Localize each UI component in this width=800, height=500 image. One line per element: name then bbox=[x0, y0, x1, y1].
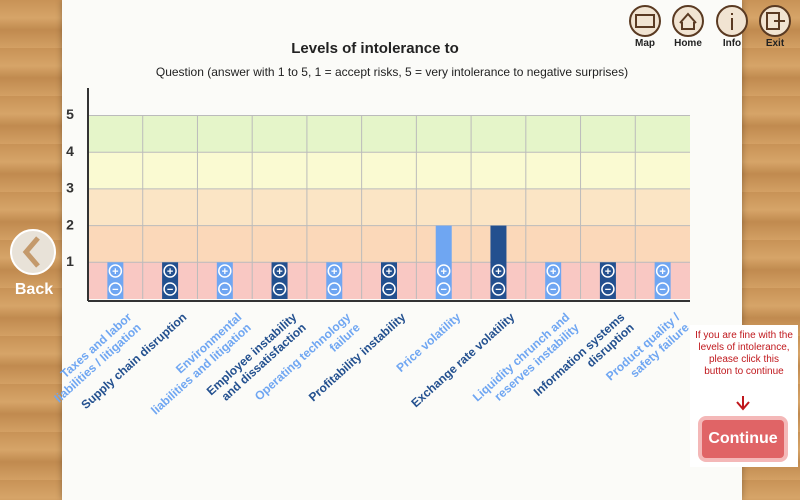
bar bbox=[107, 262, 124, 299]
increase-button[interactable] bbox=[272, 264, 287, 278]
bar bbox=[545, 262, 562, 299]
decrease-button[interactable] bbox=[218, 282, 232, 296]
bar bbox=[654, 262, 671, 299]
back-label: Back bbox=[14, 281, 54, 298]
bar bbox=[162, 262, 179, 299]
nav-label: Info bbox=[722, 38, 742, 49]
increase-button-sign: + bbox=[605, 266, 611, 278]
y-tick-label: 4 bbox=[66, 143, 74, 159]
decrease-button[interactable] bbox=[382, 282, 396, 296]
increase-button[interactable] bbox=[436, 264, 451, 278]
back-arrow bbox=[22, 236, 40, 268]
increase-button[interactable] bbox=[601, 264, 615, 278]
y-tick-label: 3 bbox=[66, 180, 74, 196]
increase-button[interactable] bbox=[546, 264, 560, 278]
back-button[interactable] bbox=[10, 229, 56, 275]
decrease-button-sign: − bbox=[441, 284, 447, 296]
decrease-button[interactable] bbox=[491, 282, 506, 296]
increase-button-sign: + bbox=[276, 266, 282, 278]
nav-icons bbox=[629, 5, 791, 37]
increase-button-sign: + bbox=[331, 266, 337, 278]
bar bbox=[435, 225, 452, 299]
increase-button[interactable] bbox=[163, 264, 177, 278]
decrease-button[interactable] bbox=[546, 282, 560, 296]
decrease-button-sign: − bbox=[331, 284, 337, 296]
increase-button[interactable] bbox=[218, 264, 232, 278]
bar bbox=[381, 262, 397, 299]
decrease-button-sign: − bbox=[605, 284, 611, 296]
decrease-button[interactable] bbox=[436, 282, 451, 296]
y-tick-label: 2 bbox=[66, 216, 74, 232]
continue-button[interactable]: Continue bbox=[702, 420, 784, 458]
decrease-button-sign: − bbox=[386, 284, 392, 296]
nav-label: Exit bbox=[765, 38, 785, 49]
increase-button-sign: + bbox=[495, 266, 501, 278]
increase-button-sign: + bbox=[550, 266, 556, 278]
increase-button-sign: + bbox=[167, 266, 173, 278]
decrease-button[interactable] bbox=[601, 282, 615, 296]
chart-title: Levels of intolerance to bbox=[291, 40, 459, 57]
home-button[interactable] bbox=[672, 5, 704, 37]
decrease-button[interactable] bbox=[108, 282, 123, 296]
level-band bbox=[88, 152, 690, 189]
map-icon bbox=[635, 14, 655, 28]
increase-button[interactable] bbox=[327, 264, 342, 278]
nav-label: Home bbox=[674, 38, 702, 49]
decrease-button[interactable] bbox=[327, 282, 342, 296]
increase-button-sign: + bbox=[112, 266, 118, 278]
bar bbox=[216, 262, 233, 299]
increase-button-sign: + bbox=[659, 266, 665, 278]
level-band bbox=[88, 188, 690, 226]
decrease-button-sign: − bbox=[495, 284, 501, 296]
bar bbox=[271, 262, 288, 299]
decrease-button[interactable] bbox=[655, 282, 670, 296]
increase-button[interactable] bbox=[108, 264, 123, 278]
exit-icon bbox=[766, 12, 785, 30]
level-band bbox=[88, 115, 690, 153]
decrease-button-sign: − bbox=[167, 284, 173, 296]
increase-button[interactable] bbox=[382, 264, 396, 278]
decrease-button-sign: − bbox=[112, 284, 118, 296]
bar bbox=[490, 225, 507, 299]
level-band bbox=[88, 225, 690, 263]
decrease-button-sign: − bbox=[222, 284, 228, 296]
decrease-button[interactable] bbox=[163, 282, 177, 296]
continue-hint: If you are fine with the levels of intol… bbox=[695, 330, 793, 377]
increase-button-sign: + bbox=[222, 266, 228, 278]
home-icon bbox=[679, 12, 697, 30]
decrease-button-sign: − bbox=[276, 284, 282, 296]
increase-button[interactable] bbox=[491, 264, 506, 278]
y-tick-label: 5 bbox=[66, 106, 74, 122]
increase-button-sign: + bbox=[441, 266, 447, 278]
increase-button-sign: + bbox=[386, 266, 392, 278]
increase-button[interactable] bbox=[655, 264, 670, 278]
bar bbox=[326, 262, 343, 299]
decrease-button-sign: − bbox=[659, 284, 665, 296]
decrease-button-sign: − bbox=[550, 284, 556, 296]
y-tick-label: 1 bbox=[66, 253, 74, 269]
decrease-button[interactable] bbox=[272, 282, 287, 296]
bar bbox=[599, 262, 616, 299]
chart-subtitle: Question (answer with 1 to 5, 1 = accept… bbox=[156, 65, 628, 79]
nav-label: Map bbox=[635, 38, 655, 49]
hint-arrow bbox=[736, 396, 750, 411]
